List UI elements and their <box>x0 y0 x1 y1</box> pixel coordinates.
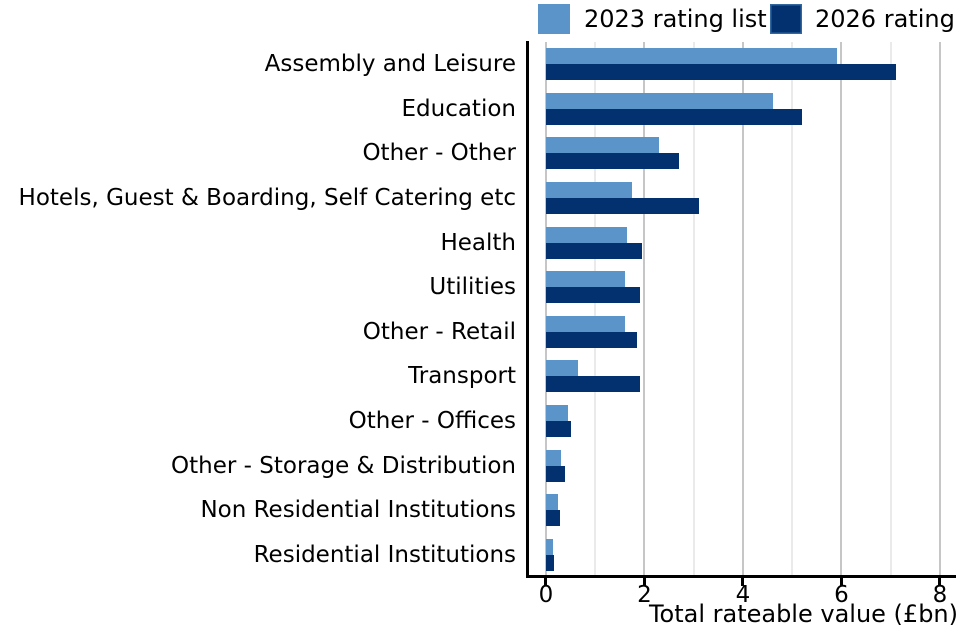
tick-mark-4 <box>741 578 745 586</box>
tick-label-0: 0 <box>538 582 554 608</box>
category-label: Utilities <box>429 274 516 301</box>
gridline-8 <box>938 42 941 577</box>
category-label: Other - Storage & Distribution <box>171 452 516 479</box>
legend-label-2026: 2026 rating <box>815 5 955 33</box>
tick-label-2: 2 <box>637 582 652 608</box>
bar-2023-2 <box>545 137 660 154</box>
bar-2026-6 <box>545 331 638 348</box>
tick-label-4: 4 <box>735 582 751 608</box>
plot-area <box>528 42 955 577</box>
bar-2026-5 <box>545 287 640 304</box>
legend-swatch-2023 <box>538 4 570 34</box>
tick-mark-2 <box>642 578 646 586</box>
gridline-5 <box>791 42 794 577</box>
bar-2023-10 <box>545 494 559 511</box>
tick-mark-8 <box>938 578 942 586</box>
category-label: Residential Institutions <box>253 541 516 568</box>
gridline-0 <box>544 42 547 577</box>
bar-2026-1 <box>545 108 803 125</box>
tick-mark-0 <box>544 578 548 586</box>
category-label: Non Residential Institutions <box>200 497 516 524</box>
bar-2023-9 <box>545 449 561 466</box>
legend-swatch-2026 <box>770 4 802 34</box>
x-axis-title: Total rateable value (£bn) <box>648 600 958 628</box>
category-label: Other - Other <box>362 140 516 167</box>
bar-2023-6 <box>545 315 625 332</box>
gridline-3 <box>692 42 695 577</box>
tick-label-8: 8 <box>932 582 948 608</box>
bar-2026-2 <box>545 153 679 170</box>
gridline-1 <box>594 42 597 577</box>
gridline-6 <box>840 42 843 577</box>
gridline-4 <box>741 42 744 577</box>
bar-2023-1 <box>545 92 773 109</box>
category-label: Assembly and Leisure <box>264 51 516 78</box>
legend-label-2023: 2023 rating list <box>584 5 767 33</box>
bar-2023-4 <box>545 226 628 243</box>
category-label: Education <box>401 95 516 122</box>
bar-2026-0 <box>545 64 896 81</box>
bar-2026-11 <box>545 554 555 571</box>
bar-2026-7 <box>545 376 640 393</box>
y-axis-line <box>526 41 529 578</box>
category-label: Other - Offices <box>348 407 516 434</box>
bar-2023-7 <box>545 360 578 377</box>
tick-mark-6 <box>839 578 843 586</box>
tick-label-6: 6 <box>834 582 849 608</box>
bar-2023-5 <box>545 271 625 288</box>
bar-2023-0 <box>545 48 837 65</box>
bar-2023-3 <box>545 182 633 199</box>
category-label: Other - Retail <box>362 318 516 345</box>
x-axis-line <box>526 575 956 578</box>
bar-2023-11 <box>545 538 553 555</box>
bar-2026-4 <box>545 242 642 259</box>
bar-2026-8 <box>545 420 571 437</box>
category-label: Hotels, Guest & Boarding, Self Catering … <box>18 185 516 212</box>
gridline-2 <box>643 42 646 577</box>
bar-2023-8 <box>545 404 569 421</box>
bar-2026-9 <box>545 465 565 482</box>
category-label: Health <box>440 229 516 256</box>
bar-2026-3 <box>545 198 699 215</box>
gridline-7 <box>889 42 892 577</box>
bar-2026-10 <box>545 510 560 527</box>
category-label: Transport <box>408 363 516 390</box>
